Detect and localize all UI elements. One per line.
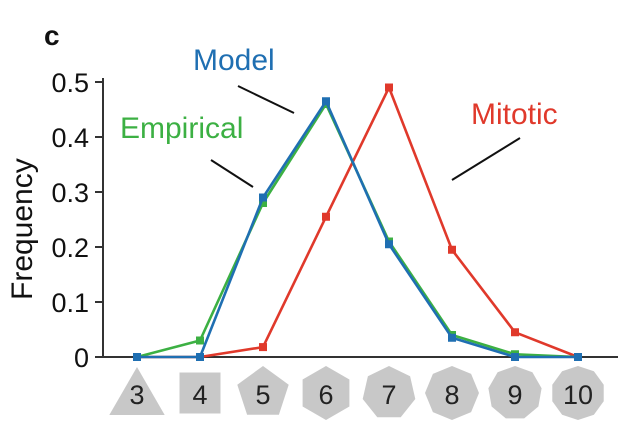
data-point-mitotic [511, 328, 519, 337]
y-tick-label: 0 [74, 343, 89, 373]
x-tick-shape-heptagon [362, 366, 416, 418]
y-tick-label: 0.1 [51, 288, 89, 318]
x-tick-shape-decagon [552, 366, 604, 420]
annotation-leader-empirical [210, 159, 254, 188]
data-point-model [322, 97, 330, 106]
data-point-model [448, 333, 456, 342]
annotation-mitotic: Mitotic [471, 98, 558, 131]
annotation-model: Model [193, 44, 275, 77]
y-tick-label: 0.4 [51, 123, 89, 153]
y-tick-label: 0.3 [51, 178, 89, 208]
x-tick-label: 4 [192, 380, 207, 410]
series-line-mitotic [137, 86, 579, 359]
x-tick-shape-hexagon [302, 366, 350, 420]
x-tick-shape-pentagon [237, 366, 289, 415]
annotation-leader-model [237, 85, 295, 114]
data-point-model [196, 353, 204, 361]
annotation-empirical: Empirical [120, 112, 244, 145]
data-point-mitotic [259, 343, 267, 352]
panel-letter: c [44, 20, 60, 51]
x-tick-label: 5 [255, 380, 270, 410]
x-tick-label: 8 [444, 380, 459, 410]
data-point-mitotic [322, 212, 330, 221]
x-tick-shape-octagon [425, 366, 479, 420]
data-point-mitotic [448, 245, 456, 254]
x-tick-label: 10 [563, 380, 593, 410]
data-point-model [511, 353, 519, 361]
x-tick-shape-square [179, 372, 221, 414]
data-point-model [385, 240, 393, 249]
x-tick-label: 7 [381, 380, 396, 410]
data-point-model [259, 193, 267, 202]
data-point-model [574, 353, 582, 361]
y-tick-label: 0.2 [51, 233, 89, 263]
data-point-empirical [196, 336, 204, 345]
data-point-empirical [259, 199, 267, 207]
x-tick-label: 6 [318, 380, 333, 410]
series-line-model [137, 100, 578, 359]
data-point-mitotic [385, 83, 393, 92]
data-point-model [133, 353, 141, 361]
x-tick-label: 3 [129, 380, 144, 410]
annotation-leader-mitotic [451, 137, 521, 181]
x-tick-shape-triangle [109, 367, 165, 415]
x-tick-shape-nonagon [488, 366, 542, 419]
x-tick-label: 9 [507, 380, 522, 410]
y-tick-label: 0.5 [51, 68, 89, 98]
